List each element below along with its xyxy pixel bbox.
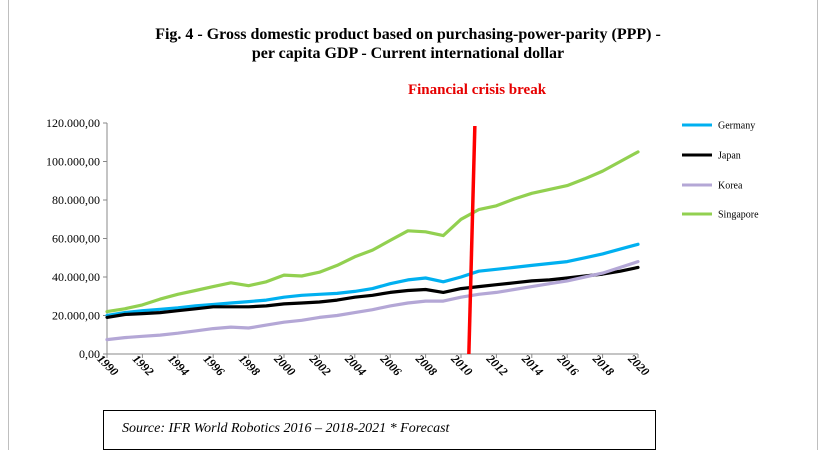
chart-frame bbox=[8, 0, 818, 450]
y-tick-label: 60.000,00 bbox=[52, 232, 100, 246]
legend-label-germany: Germany bbox=[718, 121, 755, 132]
y-tick-label: 0,00 bbox=[79, 347, 100, 361]
legend-label-singapore: Singapore bbox=[718, 210, 759, 221]
x-tick-label: 2014 bbox=[518, 351, 546, 379]
financial-crisis-line bbox=[467, 125, 477, 355]
y-tick-label: 80.000,00 bbox=[52, 193, 100, 207]
x-tick-label: 2000 bbox=[271, 351, 299, 379]
financial-crisis-annotation: Financial crisis break bbox=[408, 82, 547, 98]
y-tick-label: 40.000,00 bbox=[52, 270, 100, 284]
x-tick-label: 1992 bbox=[130, 352, 157, 379]
series-line-germany bbox=[105, 242, 640, 318]
x-tick-label: 2002 bbox=[306, 351, 334, 379]
legend: Germany Japan Korea Singapore bbox=[682, 121, 759, 221]
series-line-korea bbox=[105, 260, 640, 342]
chart-title-line1: Fig. 4 - Gross domestic product based on… bbox=[155, 26, 661, 43]
chart-title-line2: per capita GDP - Current international d… bbox=[252, 45, 564, 62]
legend-label-japan: Japan bbox=[718, 151, 741, 162]
series-line-singapore bbox=[105, 150, 640, 314]
x-tick-label: 2012 bbox=[483, 351, 511, 379]
series-layer bbox=[105, 150, 640, 342]
x-tick-label: 1996 bbox=[201, 352, 228, 379]
y-tick-label: 20.000,00 bbox=[52, 309, 100, 323]
x-tick-label: 2010 bbox=[448, 351, 476, 379]
x-tick-label: 2016 bbox=[554, 351, 582, 379]
x-tick-label: 2006 bbox=[377, 351, 405, 379]
y-tick-label: 120.000,00 bbox=[46, 116, 100, 130]
x-tick-label: 1998 bbox=[236, 352, 263, 379]
y-tick-label: 100.000,00 bbox=[46, 155, 100, 169]
x-tick-label: 1994 bbox=[165, 352, 192, 379]
legend-label-korea: Korea bbox=[718, 181, 743, 192]
x-tick-label: 2018 bbox=[589, 351, 617, 379]
crisis-marker-layer bbox=[467, 125, 477, 355]
series-line-japan bbox=[105, 265, 640, 319]
source-note-box: Source: IFR World Robotics 2016 – 2018-2… bbox=[103, 410, 656, 450]
x-tick-label: 2004 bbox=[341, 351, 369, 379]
source-note: Source: IFR World Robotics 2016 – 2018-2… bbox=[122, 421, 450, 436]
x-tick-label: 2008 bbox=[412, 351, 440, 379]
x-tick-label: 2020 bbox=[625, 351, 653, 379]
axes: 0,00 20.000,00 40.000,00 60.000,00 80.000,00… bbox=[46, 116, 652, 379]
